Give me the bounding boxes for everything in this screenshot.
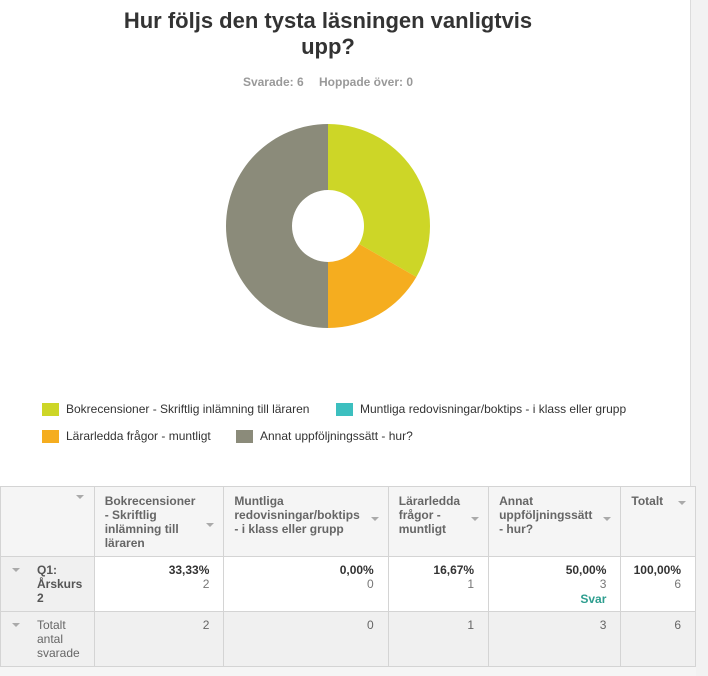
donut-chart <box>226 124 430 328</box>
row-label[interactable]: Q1: Årskurs 2 <box>0 556 95 612</box>
pie-slice-3[interactable] <box>328 243 417 328</box>
chevron-down-icon <box>678 501 686 505</box>
legend-label: Annat uppföljningssätt - hur? <box>260 429 413 443</box>
table-cell-total: 100,00% 6 <box>620 556 696 612</box>
svar-link[interactable]: Svar <box>580 592 607 606</box>
totals-cell: 3 <box>488 611 622 667</box>
legend-swatch <box>336 402 353 416</box>
table-cell: 0,00% 0 <box>223 556 389 612</box>
skipped-count: Hoppade över: 0 <box>319 75 414 89</box>
chevron-down-icon <box>603 517 612 521</box>
chevron-down-icon <box>12 568 20 572</box>
table-cell: 50,00% 3 Svar <box>488 556 622 612</box>
column-header[interactable]: Bokrecensioner - Skriftlig inlämning til… <box>93 486 225 557</box>
legend-swatch <box>42 402 59 416</box>
answered-count: Svarade: 6 <box>242 75 304 89</box>
sort-caret-icon <box>75 495 84 499</box>
results-table: Bokrecensioner - Skriftlig inlämning til… <box>0 486 696 667</box>
chevron-down-icon <box>370 517 379 521</box>
legend-item-bokrecensioner[interactable]: Bokrecensioner - Skriftlig inlämning til… <box>42 402 309 416</box>
legend-swatch <box>236 429 253 443</box>
pie-slice-4[interactable] <box>226 124 328 328</box>
totals-row-label[interactable]: Totalt antal svarade <box>0 611 95 667</box>
totals-cell: 6 <box>620 611 696 667</box>
totals-cell: 2 <box>93 611 225 667</box>
table-cell: 33,33% 2 <box>93 556 225 612</box>
header-corner[interactable] <box>0 486 95 557</box>
legend-swatch <box>42 429 59 443</box>
chevron-down-icon <box>12 623 20 627</box>
column-header[interactable]: Annat uppföljningssätt - hur? <box>488 486 622 557</box>
legend-label: Muntliga redovisningar/boktips - i klass… <box>360 402 627 416</box>
totals-cell: 0 <box>223 611 389 667</box>
legend-item-annat[interactable]: Annat uppföljningssätt - hur? <box>236 429 413 443</box>
chevron-down-icon <box>471 517 480 521</box>
legend-label: Lärarledda frågor - muntligt <box>66 429 211 443</box>
column-header[interactable]: Lärarledda frågor - muntligt <box>387 486 490 557</box>
column-header[interactable]: Muntliga redovisningar/boktips - i klass… <box>223 486 389 557</box>
table-cell: 16,67% 1 <box>387 556 490 612</box>
chevron-down-icon <box>206 523 215 527</box>
legend-item-muntliga[interactable]: Muntliga redovisningar/boktips - i klass… <box>336 402 626 416</box>
totals-cell: 1 <box>387 611 490 667</box>
question-title: Hur följs den tysta läsningen vanligtvis… <box>123 8 533 59</box>
legend-label: Bokrecensioner - Skriftlig inlämning til… <box>66 402 310 416</box>
pie-slice-1[interactable] <box>328 124 430 277</box>
results-table-container: Bokrecensioner - Skriftlig inlämning til… <box>0 486 696 676</box>
response-stats: Svarade: 6 Hoppade över: 0 <box>0 75 656 89</box>
legend-item-lararledda[interactable]: Lärarledda frågor - muntligt <box>42 429 211 443</box>
column-header-total[interactable]: Totalt <box>620 486 696 557</box>
